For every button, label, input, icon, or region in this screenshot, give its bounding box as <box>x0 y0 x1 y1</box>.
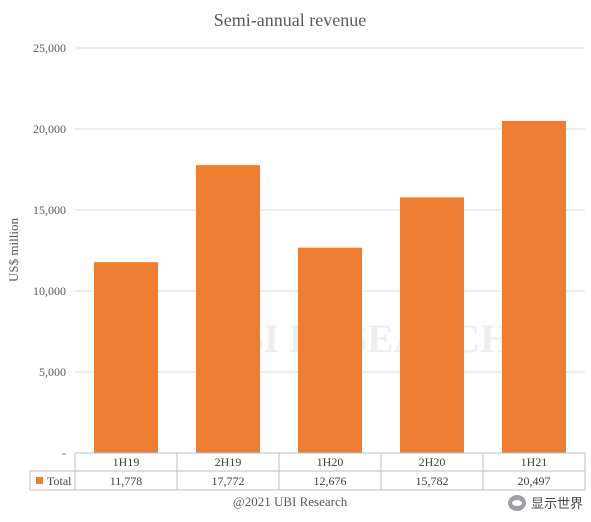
legend-label: Total <box>47 474 72 488</box>
data-table: 1H19 11,778 2H19 17,772 1H20 12,676 2H20 15,782… <box>29 452 586 491</box>
x-tick-label: 1H19 <box>113 455 140 469</box>
x-tick-label: 2H20 <box>419 455 446 469</box>
x-tick-label: 1H20 <box>317 455 344 469</box>
data-label: 12,676 <box>314 474 347 488</box>
wechat-icon <box>507 494 526 511</box>
legend-swatch <box>36 477 43 484</box>
data-label: 20,497 <box>518 474 551 488</box>
wechat-badge: 显示世界 <box>507 493 583 512</box>
y-tick-label: 25,000 <box>33 41 66 55</box>
y-tick-label: 10,000 <box>33 284 66 298</box>
x-tick-label: 2H19 <box>215 455 242 469</box>
bars <box>94 120 566 453</box>
bar <box>502 120 566 453</box>
bar <box>94 262 158 453</box>
credit-text: @2021 UBI Research <box>233 494 348 509</box>
bar <box>196 165 260 453</box>
y-tick-label: 15,000 <box>33 203 66 217</box>
badge-text: 显示世界 <box>530 497 583 512</box>
data-label: 17,772 <box>212 474 245 488</box>
data-label: 11,778 <box>110 474 143 488</box>
bar <box>400 197 464 453</box>
y-ticks: - 5,000 10,000 15,000 20,000 25,000 <box>33 41 66 460</box>
data-label: 15,782 <box>416 474 449 488</box>
y-tick-label: - <box>62 446 66 460</box>
bar <box>298 247 362 453</box>
chart-title: Semi-annual revenue <box>214 10 366 30</box>
y-axis-label: US$ million <box>6 218 21 282</box>
x-tick-label: 1H21 <box>521 455 548 469</box>
y-tick-label: 20,000 <box>33 122 66 136</box>
y-tick-label: 5,000 <box>39 365 66 379</box>
